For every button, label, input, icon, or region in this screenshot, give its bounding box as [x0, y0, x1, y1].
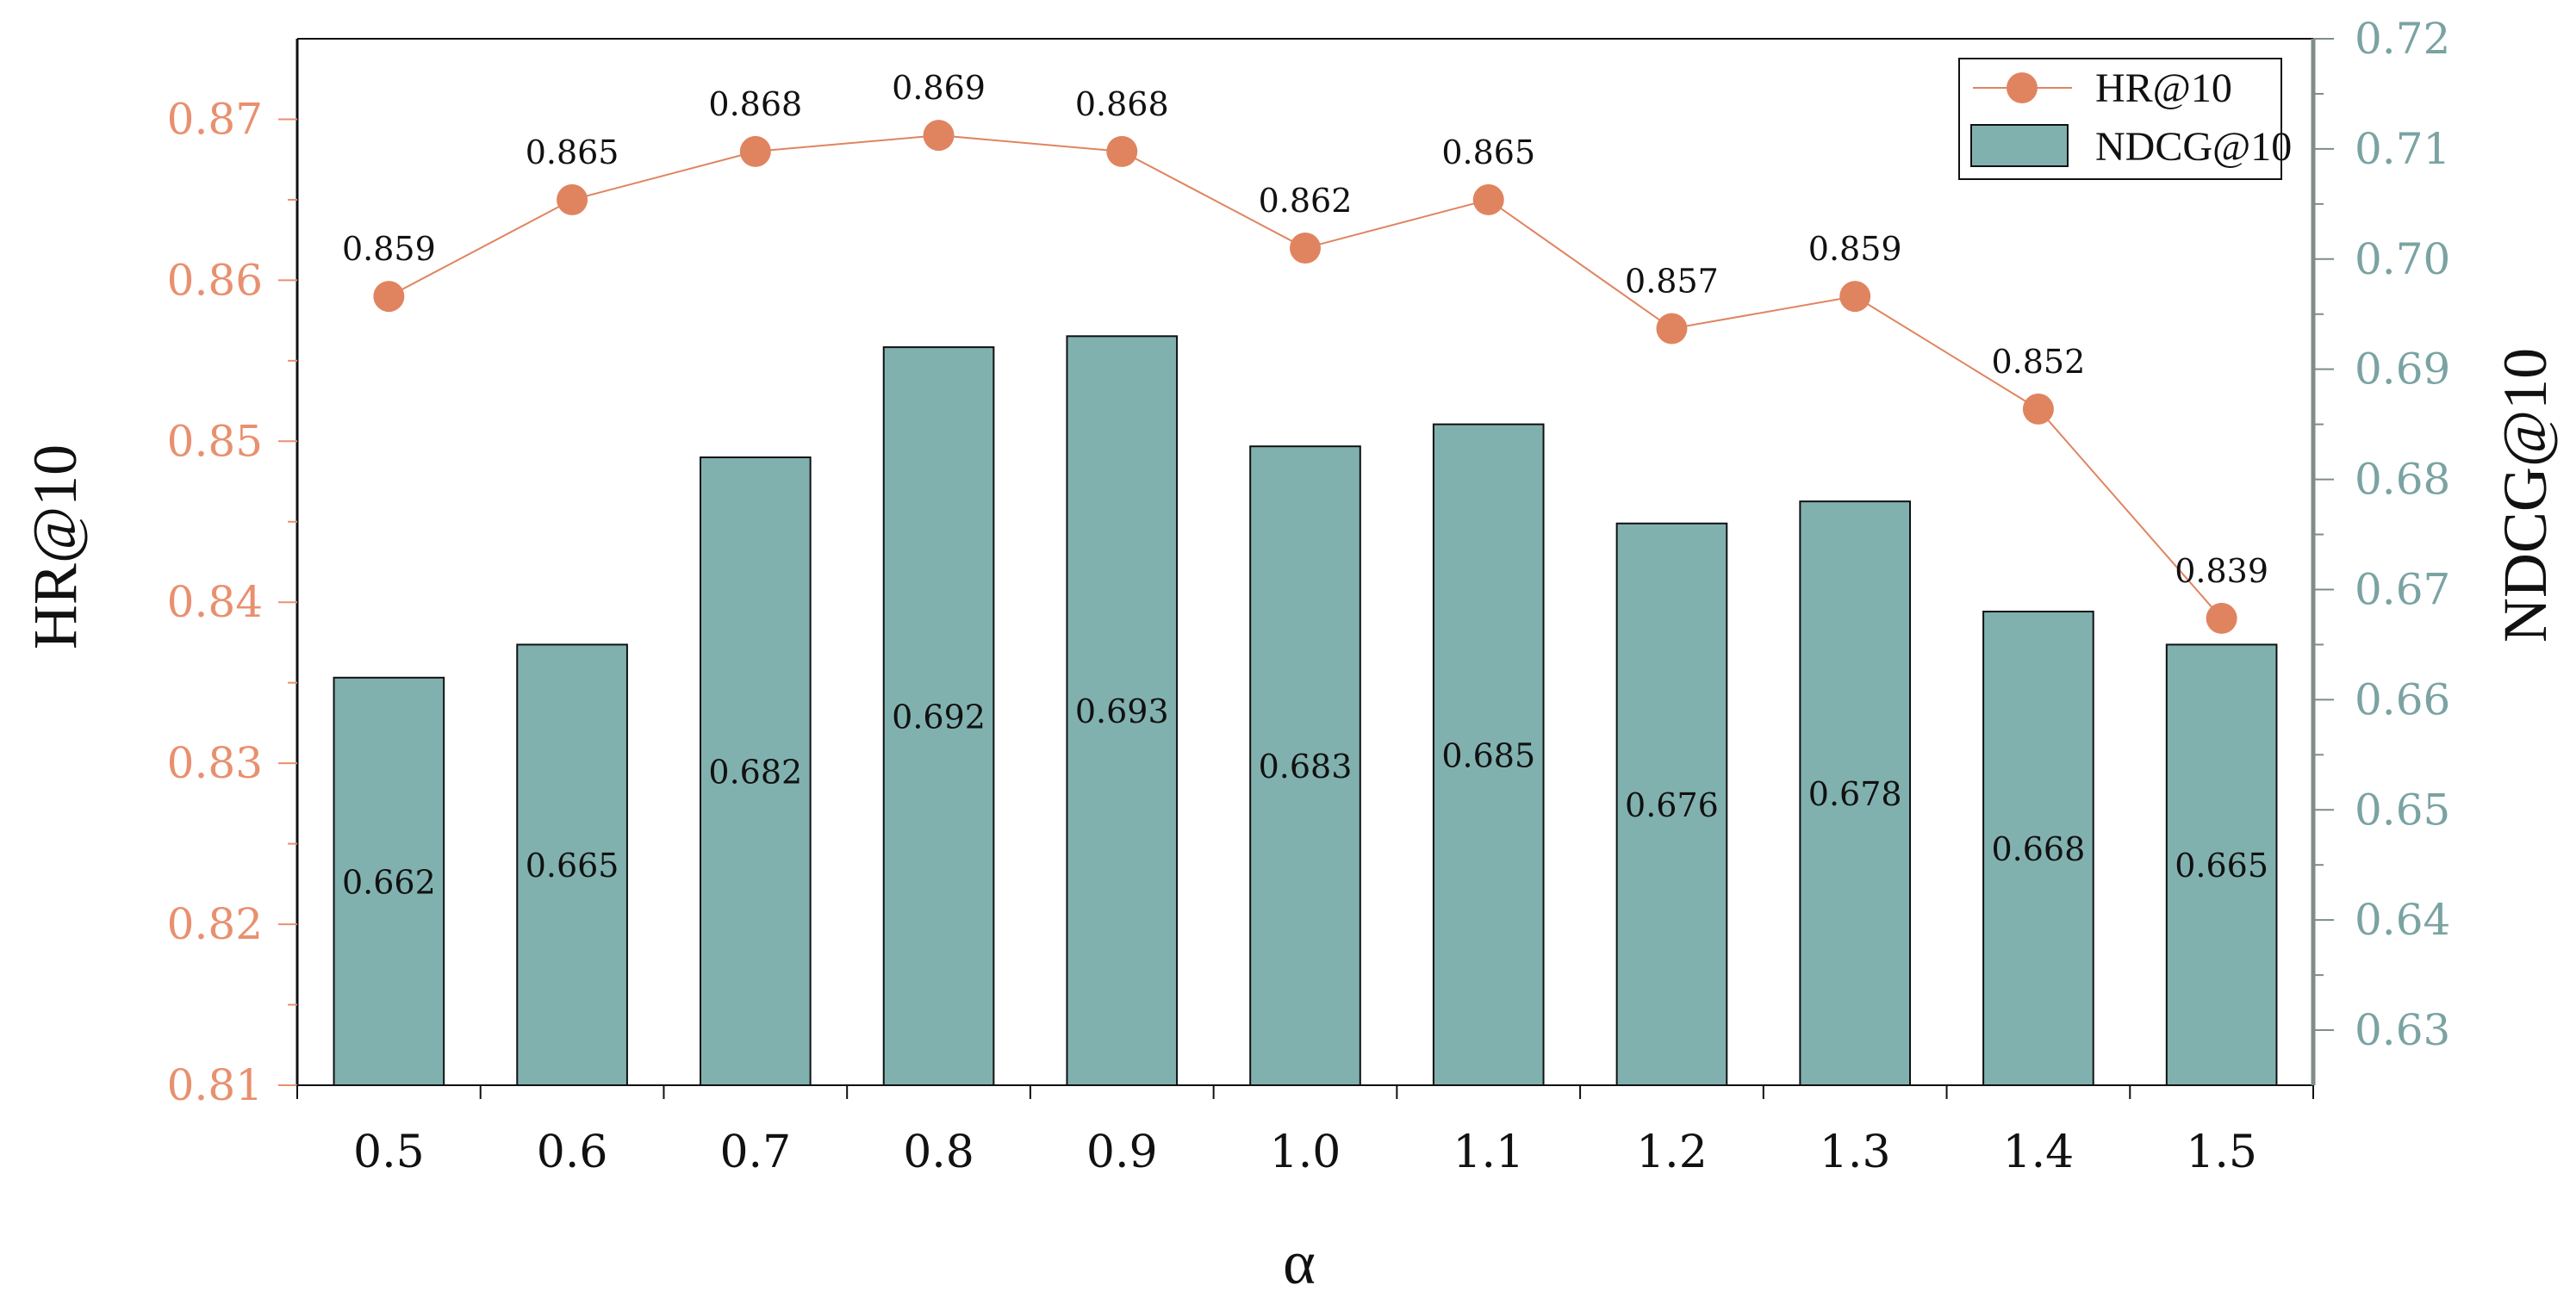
y-left-tick-label: 0.82	[167, 899, 263, 949]
ndcg-bar-value-label: 0.676	[1625, 786, 1719, 824]
x-tick-label: 0.6	[537, 1127, 608, 1178]
ndcg-bar	[700, 456, 812, 1086]
ndcg-bars	[333, 335, 2278, 1087]
hr-point	[1472, 183, 1504, 215]
hr-point-value-label: 0.865	[1441, 134, 1535, 171]
ndcg-bar-value-label: 0.683	[1259, 748, 1353, 786]
ndcg-bar	[2165, 643, 2278, 1087]
y-right-tick-label: 0.72	[2355, 14, 2450, 64]
hr-point-value-label: 0.857	[1625, 262, 1719, 300]
axes	[278, 38, 2334, 1099]
y-right-tick-label: 0.64	[2355, 895, 2450, 945]
y-left-tick-label: 0.81	[167, 1060, 263, 1110]
ndcg-bar-value-label: 0.668	[1992, 830, 2086, 868]
hr-point-value-label: 0.868	[1075, 85, 1169, 123]
legend-label-hr: HR@10	[2095, 65, 2232, 111]
legend-label-ndcg: NDCG@10	[2095, 124, 2292, 170]
hr-point-value-label: 0.859	[1808, 230, 1902, 268]
y-left-tick-label: 0.83	[167, 738, 263, 788]
y-left-tick-label: 0.86	[167, 255, 263, 305]
x-tick-label: 1.2	[1636, 1127, 1708, 1178]
ndcg-bar	[1982, 611, 2094, 1086]
x-tick-label: 0.5	[353, 1127, 425, 1178]
y-right-tick-label: 0.66	[2355, 674, 2450, 724]
ndcg-bar-value-label: 0.693	[1075, 692, 1169, 730]
y-right-tick-label: 0.68	[2355, 455, 2450, 505]
ndcg-bar	[1249, 445, 1361, 1086]
x-tick-label: 0.9	[1086, 1127, 1158, 1178]
hr-point	[2206, 602, 2237, 634]
hr-point	[1290, 233, 1321, 264]
ndcg-bar-value-label: 0.665	[2175, 847, 2268, 885]
ndcg-bar-value-label: 0.662	[342, 863, 436, 901]
x-tick-label: 1.1	[1453, 1127, 1524, 1178]
hr-point	[2022, 393, 2054, 425]
legend: HR@10 NDCG@10	[1958, 58, 2292, 180]
x-tick-label: 0.7	[719, 1127, 791, 1178]
x-tick-label: 1.0	[1270, 1127, 1341, 1178]
y-left-tick-label: 0.85	[167, 416, 263, 466]
tick-labels: 0.81 0.82 0.83 0.84 0.85 0.86 0.87 0.63 0.64 0.65…	[167, 14, 2451, 1178]
hr-point	[1106, 135, 1138, 167]
legend-bar-swatch	[1970, 124, 2069, 167]
ndcg-bar-value-label: 0.692	[892, 699, 986, 736]
ndcg-bar-value-label: 0.685	[1441, 736, 1535, 774]
y-right-tick-label: 0.70	[2355, 234, 2450, 284]
legend-line-marker	[2007, 72, 2038, 103]
ndcg-bar-value-label: 0.665	[526, 847, 619, 885]
x-axis-title: α	[1283, 1228, 1316, 1297]
hr-point	[923, 120, 955, 152]
y-axis-right-title: NDCG@10	[2491, 348, 2560, 643]
hr-point	[373, 281, 405, 313]
ndcg-bar	[1066, 335, 1179, 1086]
hr-point	[1656, 313, 1688, 345]
y-right-tick-label: 0.71	[2355, 124, 2450, 174]
ndcg-bar	[1615, 522, 1728, 1086]
y-right-tick-label: 0.67	[2355, 564, 2450, 614]
y-axis-left-title: HR@10	[21, 444, 90, 649]
y-right-tick-label: 0.69	[2355, 345, 2450, 394]
hr-point	[557, 183, 588, 215]
hr-point	[1839, 281, 1871, 313]
hr-point-value-label: 0.869	[892, 69, 986, 107]
x-tick-label: 1.3	[1820, 1127, 1891, 1178]
y-left-tick-label: 0.87	[167, 94, 263, 144]
y-right-tick-label: 0.63	[2355, 1005, 2450, 1055]
x-tick-label: 1.5	[2186, 1127, 2257, 1178]
hr-point-value-label: 0.839	[2175, 552, 2268, 590]
y-left-tick-label: 0.84	[167, 577, 263, 627]
x-tick-label: 0.8	[903, 1127, 974, 1178]
hr-point-value-label: 0.865	[526, 134, 619, 171]
hr-point-value-label: 0.868	[708, 85, 802, 123]
ndcg-bar-labels: 0.662 0.665 0.682 0.692 0.693 0.683 0.685 0.676…	[342, 692, 2268, 901]
y-right-tick-label: 0.65	[2355, 785, 2450, 835]
hr-point-value-label: 0.852	[1992, 343, 2086, 381]
hr-point-value-label: 0.859	[342, 230, 436, 268]
hr-line-series	[373, 120, 2237, 634]
ndcg-bar	[516, 643, 628, 1087]
ndcg-bar	[882, 346, 995, 1086]
x-tick-label: 1.4	[2003, 1127, 2075, 1178]
ndcg-bar-value-label: 0.678	[1808, 775, 1902, 813]
hr-point-labels: 0.859 0.865 0.868 0.869 0.868 0.862 0.865 0.857…	[342, 69, 2268, 590]
ndcg-bar-value-label: 0.682	[708, 754, 802, 792]
hr-point	[739, 135, 771, 167]
ndcg-bar	[333, 676, 445, 1087]
hr-point-value-label: 0.862	[1259, 182, 1353, 220]
